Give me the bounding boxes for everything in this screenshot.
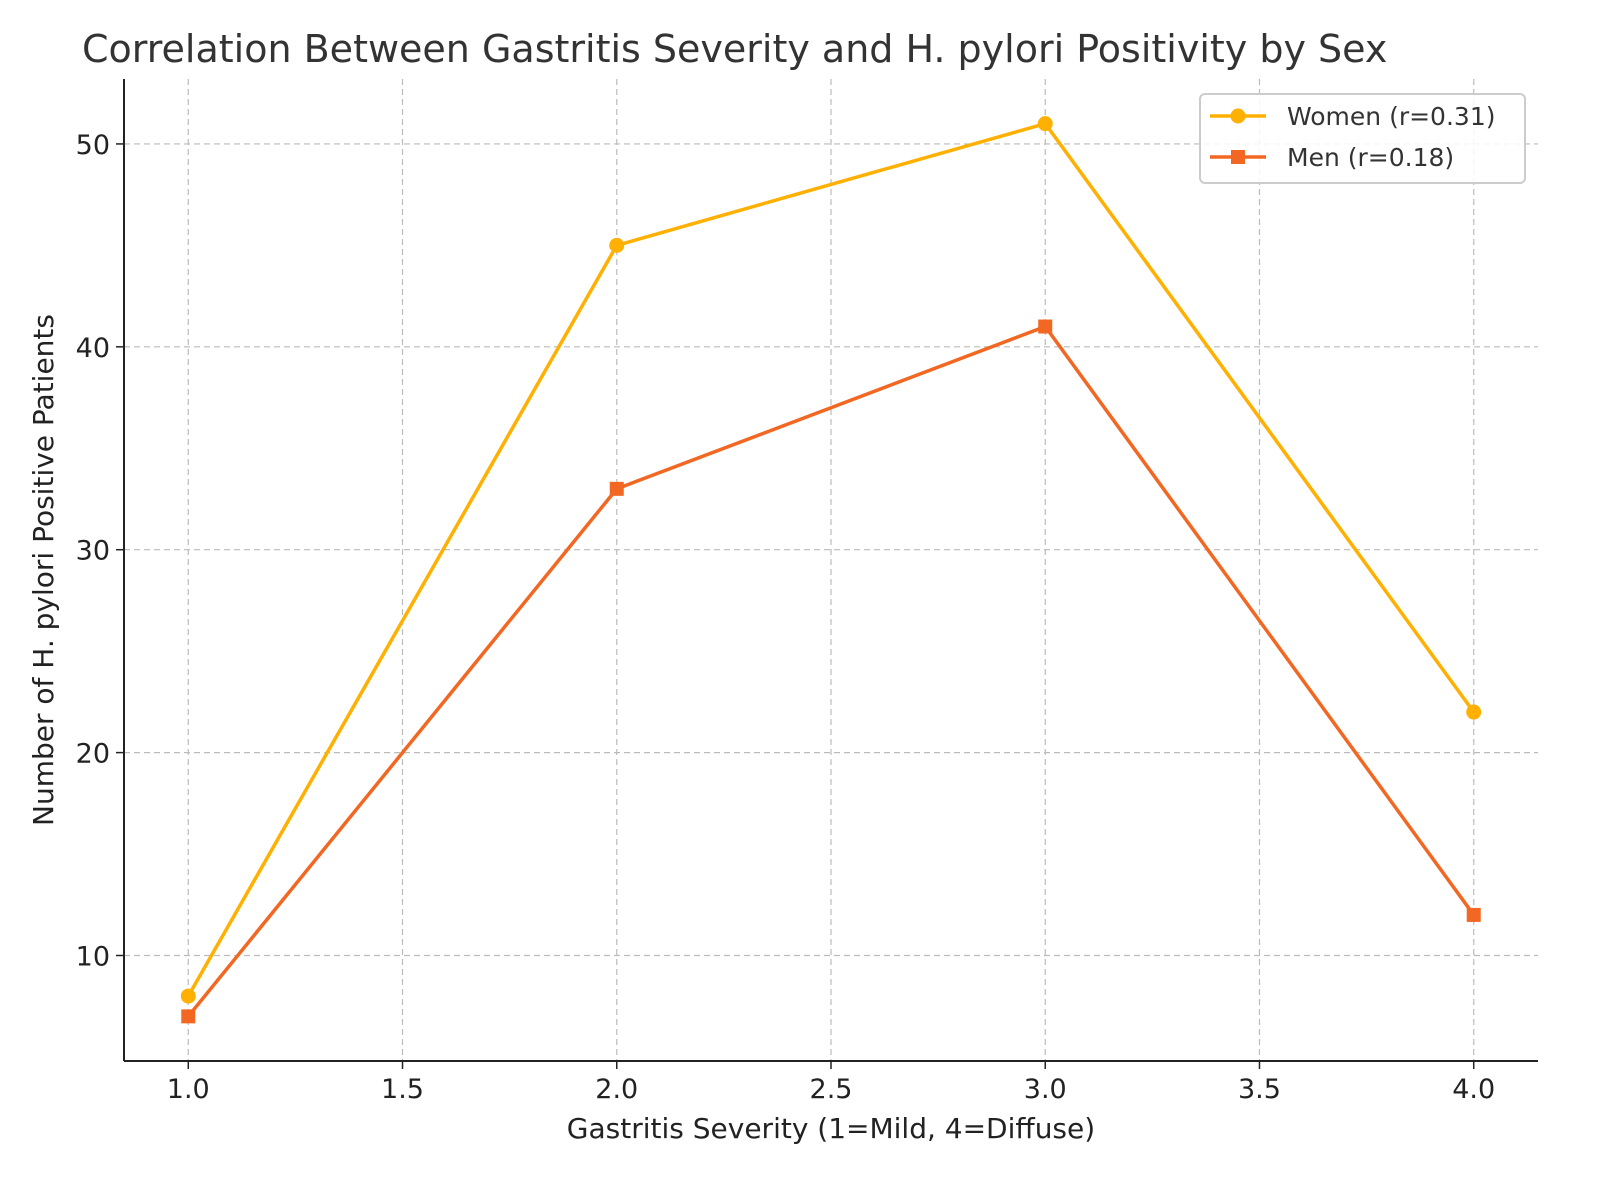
- x-tick-label: 1.0: [167, 1074, 210, 1105]
- grid: [124, 79, 1538, 1061]
- y-axis-label: Number of H. pylori Positive Patients: [27, 314, 60, 826]
- legend-label: Women (r=0.31): [1287, 102, 1495, 131]
- data-point: [181, 1009, 196, 1024]
- series-line-women: [186, 121, 1476, 997]
- series-line-men: [186, 324, 1476, 1018]
- x-tick-label: 2.0: [595, 1074, 638, 1105]
- data-point: [609, 481, 624, 496]
- data-point: [609, 237, 625, 253]
- legend-box: [1199, 93, 1526, 184]
- series-group: [180, 116, 1482, 1024]
- x-tick-label: 4.0: [1452, 1074, 1495, 1105]
- x-axis-label: Gastritis Severity (1=Mild, 4=Diffuse): [567, 1112, 1095, 1145]
- legend-label: Men (r=0.18): [1287, 143, 1454, 172]
- chart-title: Correlation Between Gastritis Severity a…: [82, 27, 1387, 71]
- x-tick-label: 1.5: [381, 1074, 424, 1105]
- legend-marker: [1231, 150, 1245, 164]
- data-point: [1038, 319, 1053, 334]
- y-tick-label: 50: [76, 130, 110, 161]
- data-point: [1037, 116, 1053, 132]
- ticks: 1.0 1.5 2.0 2.5 3.0 3.5 4.0 10 20 30 40 50: [76, 130, 1496, 1105]
- data-point: [1466, 907, 1481, 922]
- x-tick-label: 3.5: [1238, 1074, 1281, 1105]
- y-tick-label: 10: [76, 941, 110, 972]
- y-tick-label: 20: [76, 739, 110, 770]
- y-tick-label: 40: [76, 333, 110, 364]
- legend: Women (r=0.31) Men (r=0.18): [1199, 93, 1526, 184]
- data-point: [1466, 704, 1482, 720]
- y-tick-label: 30: [76, 536, 110, 567]
- x-tick-label: 2.5: [810, 1074, 853, 1105]
- x-tick-label: 3.0: [1024, 1074, 1067, 1105]
- legend-marker: [1230, 108, 1246, 124]
- data-point: [180, 988, 196, 1004]
